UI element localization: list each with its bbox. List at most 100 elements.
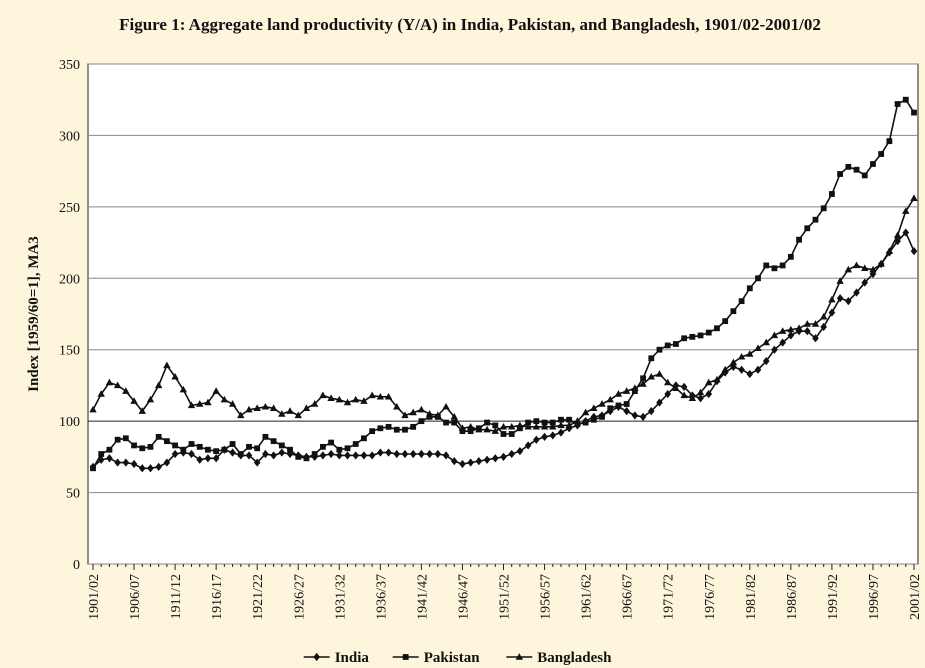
x-tick-label: 2001/02 [908, 574, 923, 620]
marker [171, 372, 179, 380]
marker [228, 400, 237, 407]
marker [499, 422, 508, 430]
y-tick-label: 200 [59, 272, 80, 287]
marker [656, 346, 663, 353]
marker [779, 338, 786, 347]
marker [188, 449, 195, 459]
marker [688, 394, 697, 401]
x-tick-label: 1941/42 [415, 574, 430, 620]
marker [894, 101, 901, 107]
marker [902, 96, 909, 103]
marker [352, 451, 360, 460]
marker [878, 151, 885, 157]
x-tick-label: 1986/87 [785, 574, 800, 620]
marker [861, 264, 869, 271]
marker [558, 416, 564, 423]
marker [787, 331, 795, 340]
marker [97, 390, 105, 397]
marker [204, 398, 212, 406]
marker [451, 419, 458, 426]
marker [483, 455, 491, 464]
chart-title: Figure 1: Aggregate land productivity (Y… [119, 15, 821, 34]
marker [762, 338, 770, 346]
marker [212, 387, 220, 394]
marker [254, 445, 261, 452]
marker [803, 320, 811, 327]
marker [508, 422, 516, 430]
marker [343, 398, 352, 406]
marker [524, 422, 532, 430]
marker [303, 455, 310, 462]
marker [631, 384, 639, 391]
marker [836, 294, 844, 303]
marker [581, 408, 590, 416]
marker [385, 448, 392, 457]
marker [336, 446, 343, 453]
marker [902, 207, 910, 214]
marker [409, 408, 417, 416]
marker [722, 318, 729, 325]
marker [368, 391, 376, 399]
marker [721, 365, 729, 373]
marker [508, 449, 516, 459]
marker [287, 446, 293, 453]
marker [425, 410, 434, 417]
marker [754, 344, 762, 351]
marker [262, 433, 269, 440]
marker [163, 458, 171, 467]
marker [615, 402, 622, 409]
marker [269, 404, 278, 411]
plot-area [87, 63, 919, 565]
marker [138, 464, 146, 473]
marker [89, 405, 97, 413]
marker [253, 404, 261, 411]
marker [869, 265, 877, 273]
marker [844, 265, 853, 273]
marker [853, 288, 860, 297]
y-tick-label: 350 [59, 58, 80, 73]
marker [213, 448, 220, 455]
marker [138, 407, 146, 414]
marker [893, 231, 902, 239]
y-tick-label: 50 [66, 487, 80, 502]
marker [779, 262, 786, 269]
marker [220, 395, 229, 403]
marker [237, 451, 244, 457]
marker [196, 400, 204, 407]
marker [648, 355, 655, 362]
marker [467, 458, 474, 467]
marker [278, 448, 286, 457]
marker [515, 653, 523, 660]
marker [246, 443, 252, 450]
marker [328, 439, 334, 446]
marker [336, 451, 343, 460]
marker [500, 431, 507, 437]
marker [639, 380, 647, 387]
marker [369, 428, 376, 435]
marker [311, 451, 318, 457]
marker [130, 459, 138, 469]
marker [229, 441, 236, 447]
marker [664, 389, 671, 399]
marker [122, 435, 129, 442]
marker [402, 426, 408, 433]
marker [442, 402, 450, 410]
marker [812, 334, 819, 343]
marker [770, 331, 779, 339]
marker [566, 416, 573, 423]
marker [541, 419, 548, 426]
marker [294, 411, 302, 419]
marker [565, 421, 573, 429]
marker [335, 395, 343, 403]
marker [656, 398, 663, 407]
marker [409, 449, 417, 459]
y-tick-label: 100 [59, 415, 80, 430]
marker [270, 438, 277, 445]
marker [762, 357, 770, 366]
marker [139, 445, 146, 452]
marker [385, 423, 392, 430]
marker [319, 451, 327, 460]
marker [697, 394, 704, 403]
marker [622, 387, 631, 394]
marker [639, 412, 647, 421]
